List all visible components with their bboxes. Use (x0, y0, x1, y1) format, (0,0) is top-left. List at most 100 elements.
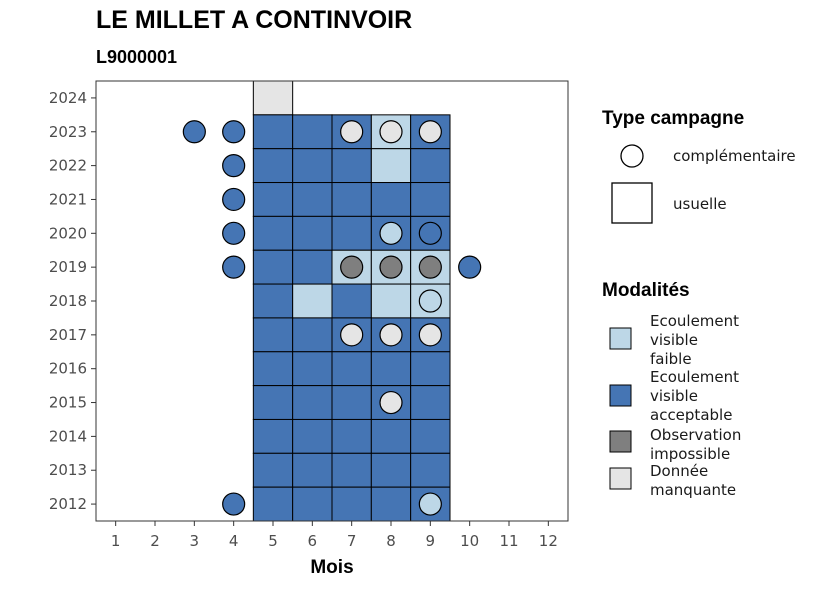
tile-2018-5 (252, 283, 294, 319)
legend-key-faible (609, 327, 632, 350)
y-tick-label-2018: 2018 (49, 292, 87, 310)
tile-2021-9 (410, 182, 451, 217)
tile-2020-7 (331, 215, 372, 251)
point-2017-7 (340, 323, 364, 347)
legend-label-impossible: Observation impossible (650, 426, 741, 463)
tile-2012-8 (370, 486, 412, 522)
axes: 2012 2013 2014 2015 2016 2017 2018 2019 2020 2021… (49, 80, 569, 578)
point-2018-9 (418, 289, 442, 313)
legend-key-impossible (609, 430, 632, 453)
y-tick-label-2019: 2019 (49, 258, 87, 276)
legend-key-acceptable (609, 384, 632, 407)
y-tick-label-2016: 2016 (49, 360, 87, 378)
x-axis-title: Mois (310, 557, 353, 578)
y-tick-label-2012: 2012 (49, 495, 87, 513)
legend-title-campagne: Type campagne (602, 108, 744, 129)
tile-2014-8 (370, 418, 412, 454)
tile-2024-5 (252, 80, 294, 116)
complementaire-points (182, 120, 482, 516)
point-2019-7 (340, 255, 364, 279)
tile-2021-6 (292, 182, 333, 217)
point-2020-9 (418, 221, 442, 245)
tile-2021-7 (331, 182, 372, 217)
legend-key-usuelle (611, 182, 653, 224)
point-2019-9 (418, 255, 442, 279)
tile-2020-6 (292, 215, 333, 251)
tile-2016-9 (410, 351, 451, 387)
y-tick-label-2013: 2013 (49, 461, 87, 479)
tile-2017-5 (252, 317, 294, 353)
tile-2019-6 (292, 249, 333, 285)
x-tick-label-2: 2 (150, 532, 160, 550)
tile-2015-7 (331, 385, 372, 420)
tile-2022-6 (292, 148, 333, 184)
point-2015-8 (379, 390, 403, 415)
y-tick-label-2017: 2017 (49, 326, 87, 344)
tile-2016-7 (331, 351, 372, 387)
tile-2013-7 (331, 452, 372, 488)
x-tick-label-12: 12 (539, 532, 558, 550)
tile-2023-6 (292, 114, 333, 150)
point-2017-8 (379, 323, 403, 347)
tile-2016-6 (292, 351, 333, 387)
tile-2012-6 (292, 486, 333, 522)
y-tick-label-2024: 2024 (49, 89, 87, 107)
tile-2018-7 (331, 283, 372, 319)
point-2012-9 (418, 492, 442, 516)
legend-label-manquante: Donnée manquante (650, 462, 736, 499)
tile-2012-5 (252, 486, 294, 522)
point-2017-9 (418, 323, 442, 347)
tile-2021-8 (370, 182, 412, 217)
y-tick-label-2021: 2021 (49, 190, 87, 208)
tile-2016-5 (252, 351, 294, 387)
tile-2013-5 (252, 452, 294, 488)
y-tick-label-2020: 2020 (49, 224, 87, 242)
chart-subtitle: L9000001 (96, 47, 178, 67)
point-2023-3 (182, 120, 206, 144)
legend-label-usuelle: usuelle (673, 195, 727, 213)
x-tick-label-3: 3 (190, 532, 200, 550)
tile-2015-9 (410, 385, 451, 420)
point-2020-8 (379, 221, 403, 245)
point-2023-9 (418, 120, 442, 144)
x-tick-label-1: 1 (111, 532, 121, 550)
legend-title-modalites: Modalités (602, 280, 690, 301)
tile-2012-7 (331, 486, 372, 522)
chart-title: LE MILLET A CONTINVOIR (96, 6, 413, 34)
point-2019-8 (379, 255, 403, 279)
tile-2018-6 (292, 283, 333, 319)
point-2020-4 (222, 221, 246, 245)
tile-2020-5 (252, 215, 294, 251)
tile-2019-5 (252, 249, 294, 285)
y-tick-label-2023: 2023 (49, 123, 87, 141)
tile-2014-6 (292, 418, 333, 454)
tile-2021-5 (252, 182, 294, 217)
tile-2022-8 (370, 148, 412, 184)
tile-2013-9 (410, 452, 451, 488)
tile-2014-7 (331, 418, 372, 454)
tile-2014-9 (410, 418, 451, 454)
x-tick-label-5: 5 (268, 532, 278, 550)
y-tick-label-2022: 2022 (49, 157, 87, 175)
x-tick-label-11: 11 (499, 532, 518, 550)
legend-label-faible: Ecoulement visible faible (650, 312, 739, 368)
point-2019-10 (458, 255, 482, 279)
point-2021-4 (222, 187, 246, 212)
tile-2018-8 (370, 283, 412, 319)
x-tick-label-8: 8 (386, 532, 396, 550)
x-tick-label-4: 4 (229, 532, 239, 550)
x-tick-label-7: 7 (347, 532, 357, 550)
y-tick-label-2015: 2015 (49, 394, 87, 412)
point-2023-8 (379, 120, 403, 144)
point-2012-4 (222, 492, 246, 516)
tile-2016-8 (370, 351, 412, 387)
tile-2013-6 (292, 452, 333, 488)
legend-key-manquante (609, 467, 632, 490)
tile-2023-5 (252, 114, 294, 150)
point-2023-4 (222, 120, 246, 144)
tile-2015-6 (292, 385, 333, 420)
tile-2013-8 (370, 452, 412, 488)
point-2022-4 (222, 154, 246, 178)
point-2019-4 (222, 255, 246, 279)
